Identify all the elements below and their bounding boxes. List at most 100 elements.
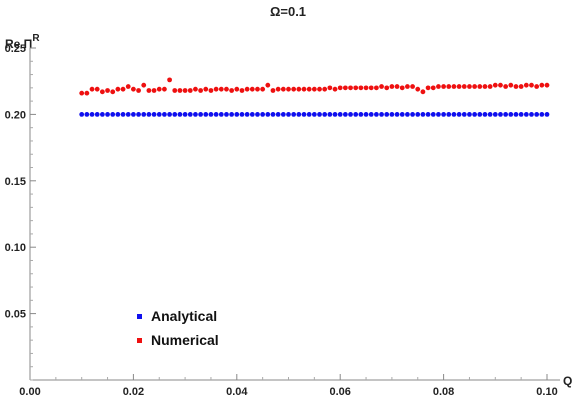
data-point-numerical <box>229 88 235 93</box>
data-point-analytical <box>141 112 147 117</box>
data-point-analytical <box>518 112 524 117</box>
data-point-numerical <box>342 85 348 91</box>
data-point-analytical <box>503 112 509 117</box>
data-point-analytical <box>270 112 276 117</box>
data-point-numerical <box>156 86 162 92</box>
data-point-analytical <box>332 112 338 117</box>
data-point-numerical <box>234 86 240 92</box>
data-point-numerical <box>291 86 297 92</box>
data-point-analytical <box>167 112 172 117</box>
legend-label-numerical: Numerical <box>151 332 219 348</box>
data-point-numerical <box>125 84 131 89</box>
y-axis-label-main: Re Π <box>5 37 32 51</box>
legend-marker-analytical <box>137 314 142 319</box>
y-tick-label: 0.05 <box>5 309 26 321</box>
legend: Analytical Numerical <box>137 308 219 348</box>
data-point-analytical <box>368 112 374 117</box>
data-point-analytical <box>79 112 85 117</box>
legend-label-analytical: Analytical <box>151 308 217 324</box>
data-point-numerical <box>368 85 374 91</box>
x-tick-label: 0.02 <box>123 386 144 398</box>
data-point-numerical <box>384 85 390 91</box>
y-axis-label-superscript: R <box>32 33 40 44</box>
data-point-analytical <box>89 112 95 117</box>
data-point-analytical <box>260 112 266 117</box>
data-point-analytical <box>99 112 105 117</box>
data-point-analytical <box>337 112 343 117</box>
data-point-analytical <box>229 112 235 117</box>
data-point-numerical <box>544 82 550 88</box>
data-point-analytical <box>120 112 126 117</box>
data-point-numerical <box>379 84 384 89</box>
data-point-numerical <box>193 86 198 92</box>
data-point-numerical <box>151 88 157 93</box>
data-point-numerical <box>534 84 540 89</box>
data-point-analytical <box>296 112 302 117</box>
data-point-numerical <box>394 84 400 89</box>
data-point-numerical <box>110 89 116 95</box>
data-point-analytical <box>353 112 359 117</box>
data-point-analytical <box>482 112 488 117</box>
data-point-analytical <box>544 112 550 117</box>
data-point-analytical <box>539 112 545 117</box>
data-point-numerical <box>94 86 100 92</box>
data-series <box>79 77 550 117</box>
data-point-analytical <box>456 112 462 117</box>
data-point-analytical <box>394 112 400 117</box>
x-tick-label: 0.00 <box>19 386 40 398</box>
data-point-analytical <box>301 112 307 117</box>
data-point-analytical <box>136 112 141 117</box>
data-point-analytical <box>193 112 198 117</box>
data-point-numerical <box>399 85 405 91</box>
data-point-analytical <box>239 112 245 117</box>
data-point-numerical <box>311 86 317 92</box>
data-point-analytical <box>84 112 90 117</box>
data-point-numerical <box>477 84 483 89</box>
data-point-numerical <box>451 84 457 89</box>
data-point-numerical <box>286 86 291 92</box>
data-point-analytical <box>213 112 219 117</box>
data-point-numerical <box>198 88 204 93</box>
x-tick-label: 0.10 <box>536 386 557 398</box>
data-point-numerical <box>120 86 126 92</box>
data-point-numerical <box>446 84 452 89</box>
data-point-numerical <box>503 84 509 89</box>
data-point-numerical <box>539 82 545 88</box>
series-numerical <box>79 77 550 96</box>
data-point-analytical <box>218 112 224 117</box>
data-point-analytical <box>342 112 348 117</box>
data-point-numerical <box>441 84 446 89</box>
data-point-analytical <box>311 112 317 117</box>
data-point-analytical <box>487 112 493 117</box>
data-point-numerical <box>363 85 369 91</box>
data-point-numerical <box>224 86 229 92</box>
data-point-numerical <box>482 84 488 89</box>
data-point-numerical <box>99 89 105 95</box>
data-point-analytical <box>208 112 214 117</box>
data-point-numerical <box>141 82 147 88</box>
data-point-numerical <box>280 86 286 92</box>
data-point-numerical <box>322 86 328 92</box>
data-point-numerical <box>146 88 152 93</box>
y-tick-label: 0.15 <box>5 176 26 188</box>
x-tick-label: 0.08 <box>433 386 454 398</box>
data-point-numerical <box>162 86 167 92</box>
data-point-analytical <box>280 112 286 117</box>
data-point-numerical <box>487 84 493 89</box>
x-tick-label: 0.04 <box>226 386 248 398</box>
data-point-analytical <box>467 112 472 117</box>
chart-title: Ω=0.1 <box>270 4 306 19</box>
data-point-analytical <box>472 112 478 117</box>
data-point-numerical <box>420 89 426 95</box>
data-point-analytical <box>182 112 188 117</box>
data-point-analytical <box>399 112 405 117</box>
data-point-numerical <box>456 84 462 89</box>
data-point-numerical <box>255 86 260 92</box>
data-point-numerical <box>425 85 431 91</box>
data-point-numerical <box>105 88 110 93</box>
data-point-analytical <box>286 112 291 117</box>
data-point-numerical <box>529 82 534 88</box>
data-point-analytical <box>379 112 384 117</box>
data-point-numerical <box>172 88 178 93</box>
data-point-analytical <box>420 112 426 117</box>
